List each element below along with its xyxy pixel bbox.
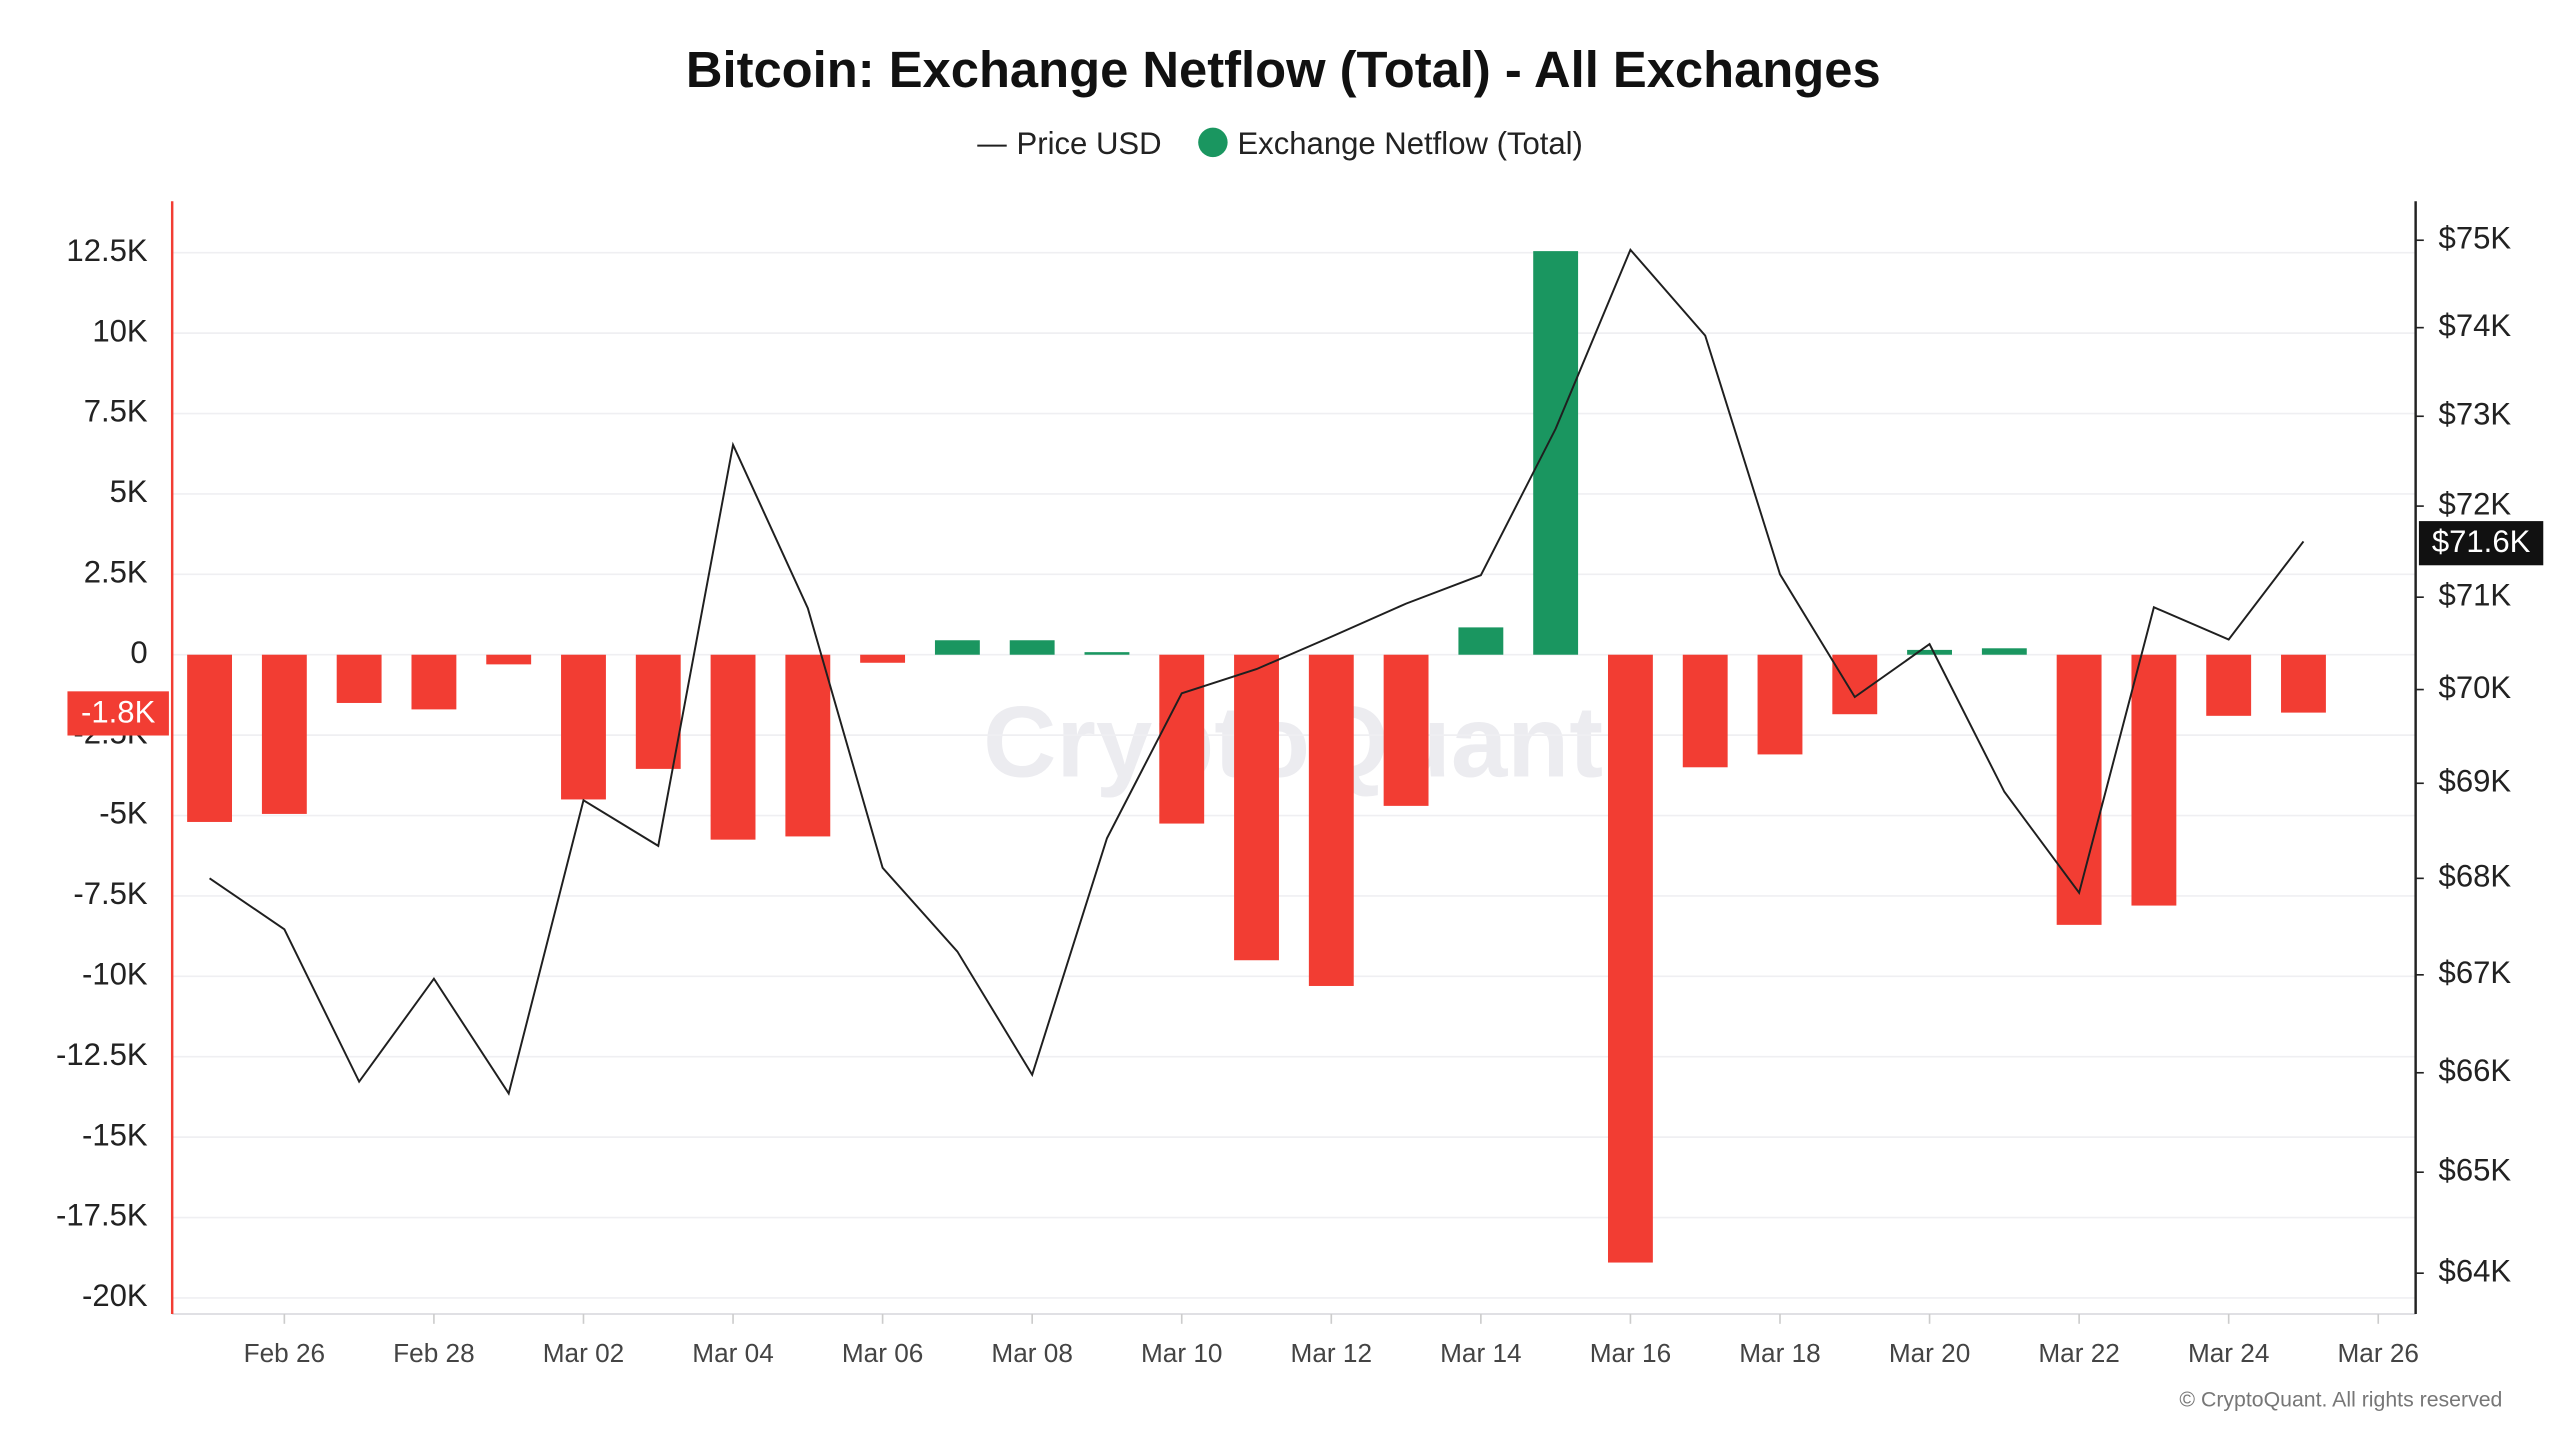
chart-title: Bitcoin: Exchange Netflow (Total) - All … xyxy=(686,41,1881,98)
y-tick-label: 5K xyxy=(110,474,148,509)
bar xyxy=(561,654,606,800)
bar xyxy=(2056,654,2102,925)
bar xyxy=(486,654,532,665)
bar xyxy=(1383,654,1429,806)
x-tick-label: Mar 04 xyxy=(692,1338,773,1368)
y-tick-label: 0 xyxy=(130,635,147,670)
x-tick-label: Mar 08 xyxy=(991,1338,1072,1368)
bar xyxy=(1084,652,1130,655)
y-tick-label: -10K xyxy=(82,957,148,992)
x-tick-label: Feb 26 xyxy=(244,1338,325,1368)
x-tick-label: Mar 10 xyxy=(1141,1338,1222,1368)
bar xyxy=(1234,654,1279,961)
y2-tick-label: $70K xyxy=(2439,670,2512,705)
x-tick-label: Mar 06 xyxy=(842,1338,923,1368)
y2-tick-label: $65K xyxy=(2439,1152,2512,1187)
bar xyxy=(411,654,457,710)
bar xyxy=(261,654,307,814)
bar xyxy=(710,654,756,840)
y-tick-label: -7.5K xyxy=(73,876,148,911)
y2-tick-label: $64K xyxy=(2439,1253,2512,1288)
bar xyxy=(187,654,233,822)
bar xyxy=(1757,654,1803,755)
y-tick-label: 12.5K xyxy=(66,233,147,268)
bar xyxy=(2281,654,2326,713)
bar xyxy=(1682,654,1728,768)
value-badge xyxy=(67,691,169,736)
bar xyxy=(785,654,831,837)
x-tick-label: Mar 16 xyxy=(1590,1338,1671,1368)
x-tick-label: Mar 12 xyxy=(1291,1338,1372,1368)
y2-tick-label: $66K xyxy=(2439,1053,2512,1088)
price-line xyxy=(209,247,2305,1096)
y2-tick-label: $69K xyxy=(2439,763,2512,798)
bar xyxy=(1832,654,1878,715)
value-badge xyxy=(2418,521,2544,566)
x-tick-label: Mar 22 xyxy=(2038,1338,2119,1368)
legend-dot-swatch xyxy=(1198,127,1228,158)
y2-tick-label: $71K xyxy=(2439,577,2512,612)
bar xyxy=(1159,654,1205,824)
value-badge-label: -1.8K xyxy=(81,694,156,729)
legend-label: Exchange Netflow (Total) xyxy=(1237,126,1582,161)
bar xyxy=(860,654,906,663)
y2-tick-label: $72K xyxy=(2439,486,2512,521)
bar xyxy=(934,640,980,655)
bar xyxy=(2131,654,2177,906)
x-tick-label: Mar 24 xyxy=(2188,1338,2269,1368)
y2-tick-label: $74K xyxy=(2439,308,2512,343)
x-tick-label: Mar 26 xyxy=(2338,1338,2419,1368)
value-badge-label: $71.6K xyxy=(2432,524,2531,559)
watermark: CryptoQuant xyxy=(983,685,1603,798)
y2-tick-label: $73K xyxy=(2439,396,2512,431)
y-tick-label: 2.5K xyxy=(84,555,148,590)
x-tick-label: Mar 18 xyxy=(1739,1338,1820,1368)
x-tick-label: Mar 14 xyxy=(1440,1338,1521,1368)
bar xyxy=(1981,648,2027,655)
bar xyxy=(2206,654,2252,716)
bar xyxy=(1458,627,1504,655)
y-tick-label: -17.5K xyxy=(56,1198,148,1233)
bar xyxy=(1308,654,1354,986)
bar xyxy=(1907,649,1952,655)
y-tick-label: 7.5K xyxy=(84,394,148,429)
bar xyxy=(1009,640,1055,655)
y-tick-label: -20K xyxy=(82,1278,148,1313)
bar xyxy=(1607,654,1653,1263)
y2-tick-label: $68K xyxy=(2439,859,2512,894)
bar xyxy=(635,654,681,769)
y2-tick-label: $75K xyxy=(2439,220,2512,255)
legend-label: Price USD xyxy=(1017,126,1162,161)
bar xyxy=(336,654,382,703)
x-tick-label: Mar 20 xyxy=(1889,1338,1970,1368)
x-tick-label: Feb 28 xyxy=(393,1338,474,1368)
legend: Price USD Exchange Netflow (Total) xyxy=(977,126,1583,161)
x-tick-label: Mar 02 xyxy=(543,1338,624,1368)
y-tick-label: -15K xyxy=(82,1117,148,1152)
y-tick-label: -12.5K xyxy=(56,1037,148,1072)
y-tick-label: 10K xyxy=(92,313,148,348)
bar xyxy=(1533,251,1579,655)
y2-tick-label: $67K xyxy=(2439,955,2512,990)
y-tick-label: -5K xyxy=(99,796,148,831)
credit: © CryptoQuant. All rights reserved xyxy=(2179,1387,2502,1411)
